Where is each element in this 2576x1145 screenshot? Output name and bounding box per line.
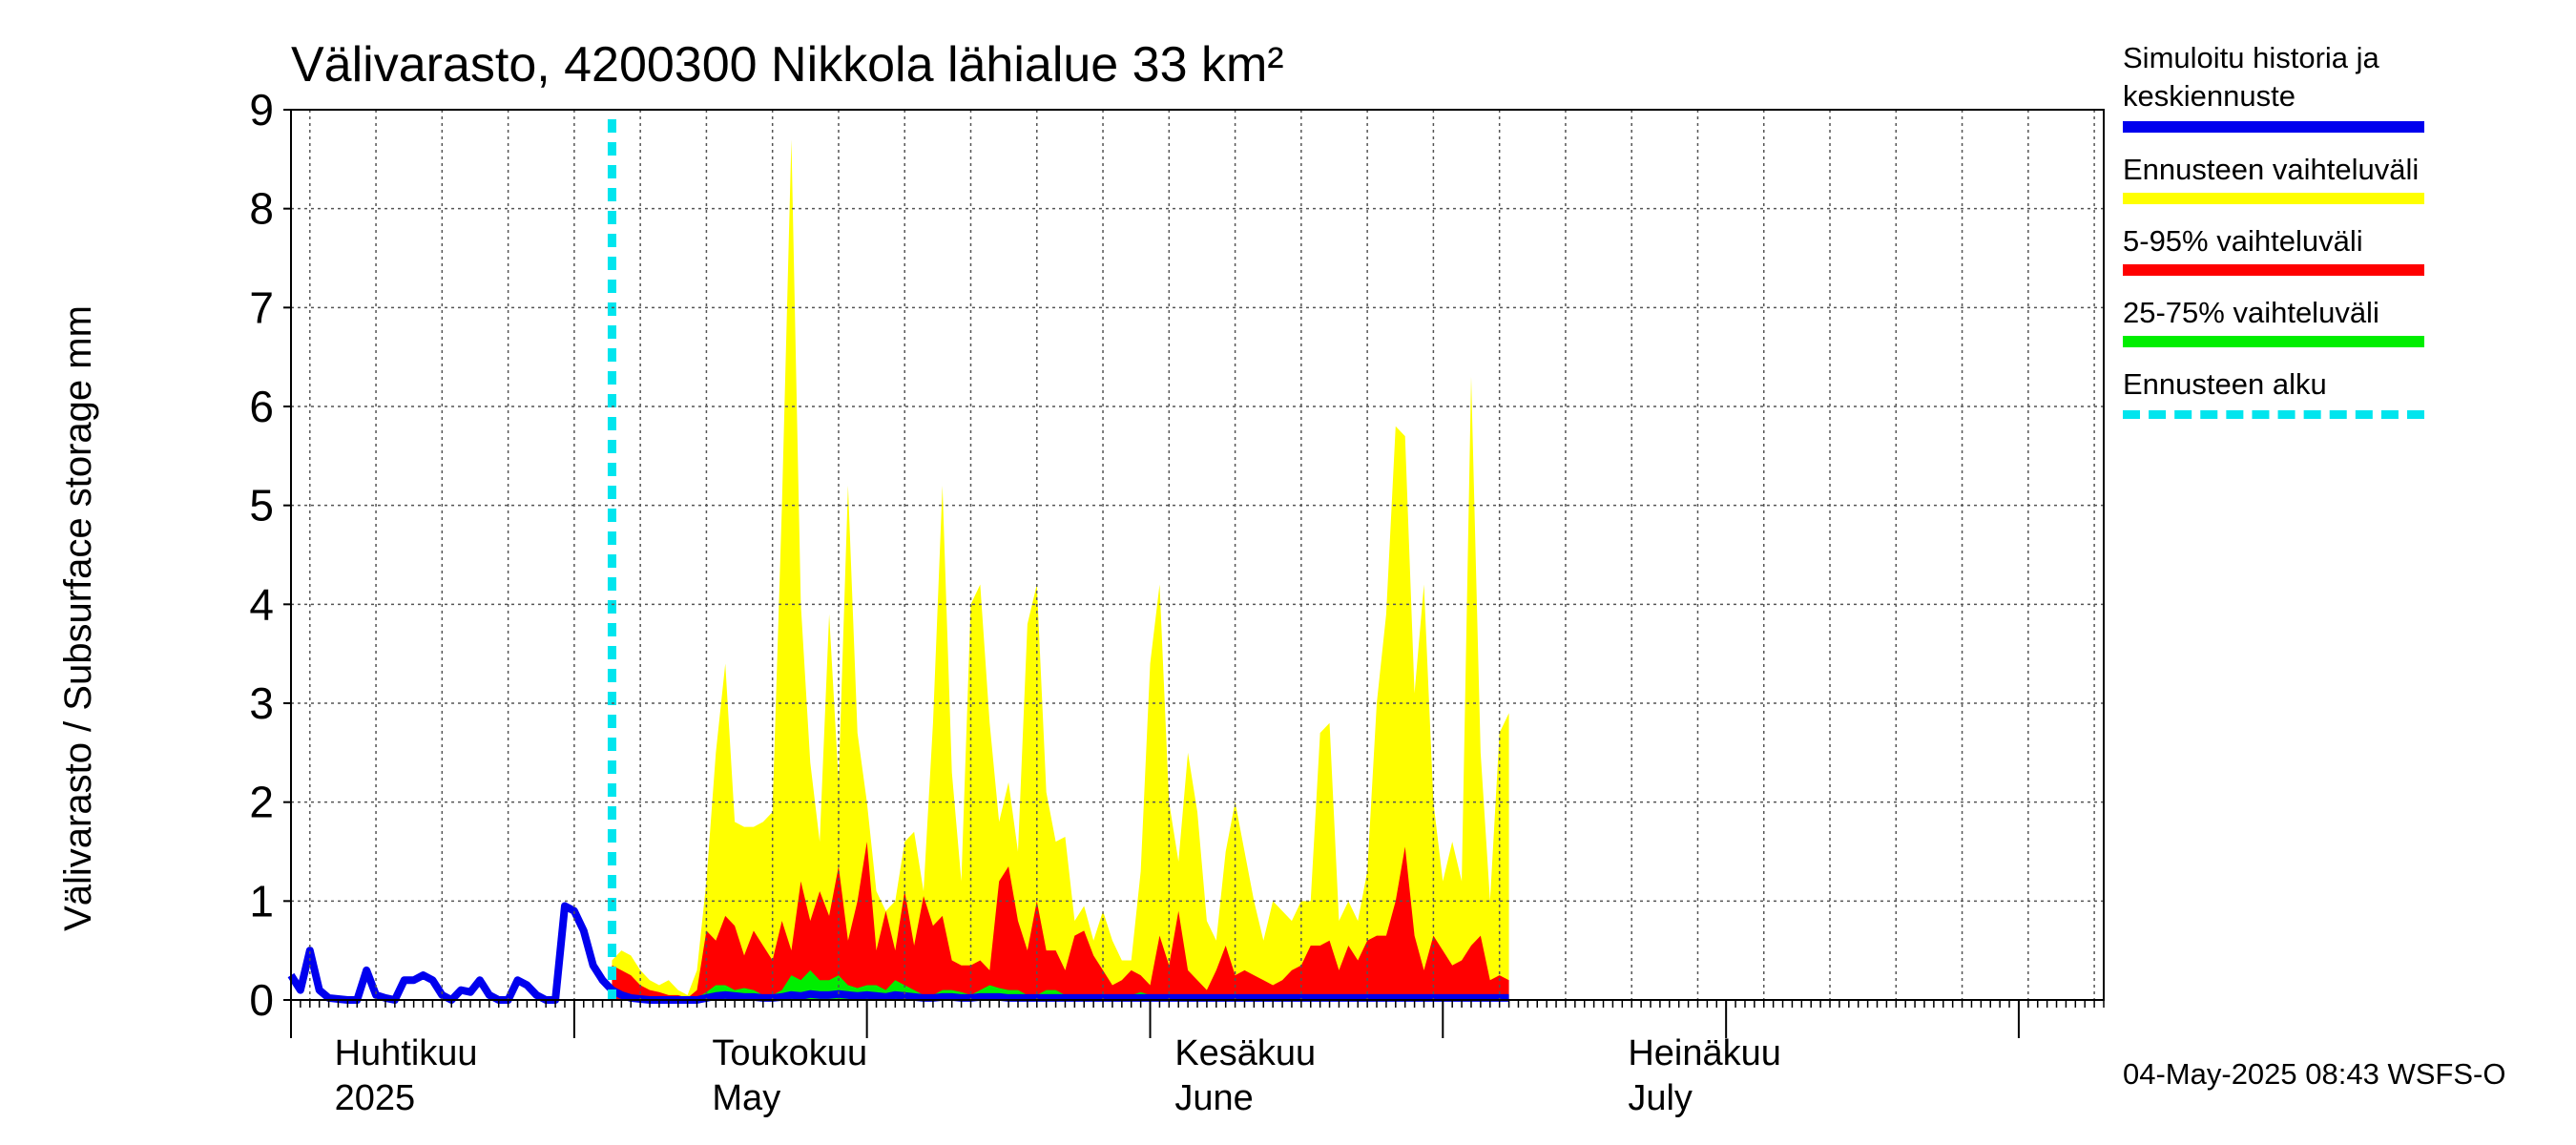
footer-timestamp: 04-May-2025 08:43 WSFS-O xyxy=(2123,1057,2506,1091)
legend-swatch-25-75 xyxy=(2123,336,2424,347)
legend-item-history: Simuloitu historia ja keskiennuste xyxy=(2123,38,2447,138)
legend-swatch-history xyxy=(2123,121,2424,133)
y-axis-label: Välivarasto / Subsurface storage mm xyxy=(57,305,99,931)
x-month-sublabel: June xyxy=(1174,1078,1253,1118)
y-tick-label: 9 xyxy=(249,85,274,135)
y-tick-label: 8 xyxy=(249,184,274,234)
legend-swatch-range xyxy=(2123,193,2424,204)
legend-item-range: Ennusteen vaihteluväli xyxy=(2123,138,2447,210)
x-month-label: Kesäkuu xyxy=(1174,1033,1316,1073)
legend-swatch-forecast-start xyxy=(2123,410,2424,419)
y-tick-label: 7 xyxy=(249,282,274,332)
legend-label-5-95: 5-95% vaihteluväli xyxy=(2123,224,2363,258)
legend-label-25-75: 25-75% vaihteluväli xyxy=(2123,296,2379,329)
legend-item-25-75: 25-75% vaihteluväli xyxy=(2123,281,2447,353)
y-tick-label: 1 xyxy=(249,876,274,926)
legend-label-range: Ennusteen vaihteluväli xyxy=(2123,153,2420,186)
x-month-sublabel: 2025 xyxy=(335,1078,416,1118)
x-month-label: Heinäkuu xyxy=(1628,1033,1781,1073)
band-forecast-range xyxy=(612,139,1509,1001)
x-month-label: Huhtikuu xyxy=(335,1033,478,1073)
x-month-sublabel: July xyxy=(1628,1078,1693,1118)
y-tick-label: 6 xyxy=(249,382,274,431)
x-month-label: Toukokuu xyxy=(712,1033,867,1073)
legend-label-history: Simuloitu historia ja keskiennuste xyxy=(2123,41,2379,113)
chart-title: Välivarasto, 4200300 Nikkola lähialue 33… xyxy=(291,37,1284,93)
band-5-95 xyxy=(612,842,1509,1000)
y-tick-label: 3 xyxy=(249,678,274,728)
legend-label-forecast-start: Ennusteen alku xyxy=(2123,367,2327,401)
legend-item-forecast-start: Ennusteen alku xyxy=(2123,353,2447,425)
y-tick-label: 5 xyxy=(249,481,274,531)
y-tick-label: 2 xyxy=(249,778,274,827)
legend: Simuloitu historia ja keskiennuste Ennust… xyxy=(2123,38,2447,425)
median-forecast-line xyxy=(610,987,1509,1004)
y-tick-label: 0 xyxy=(249,975,274,1025)
legend-swatch-5-95 xyxy=(2123,264,2424,276)
x-month-sublabel: May xyxy=(712,1078,780,1118)
legend-item-5-95: 5-95% vaihteluväli xyxy=(2123,210,2447,281)
y-tick-label: 4 xyxy=(249,579,274,629)
chart-axes: 0 1 2 3 4 5 6 7 8 9 Huhtikuu 2025 Toukokuu May Kesäkuu… xyxy=(249,85,2105,1118)
